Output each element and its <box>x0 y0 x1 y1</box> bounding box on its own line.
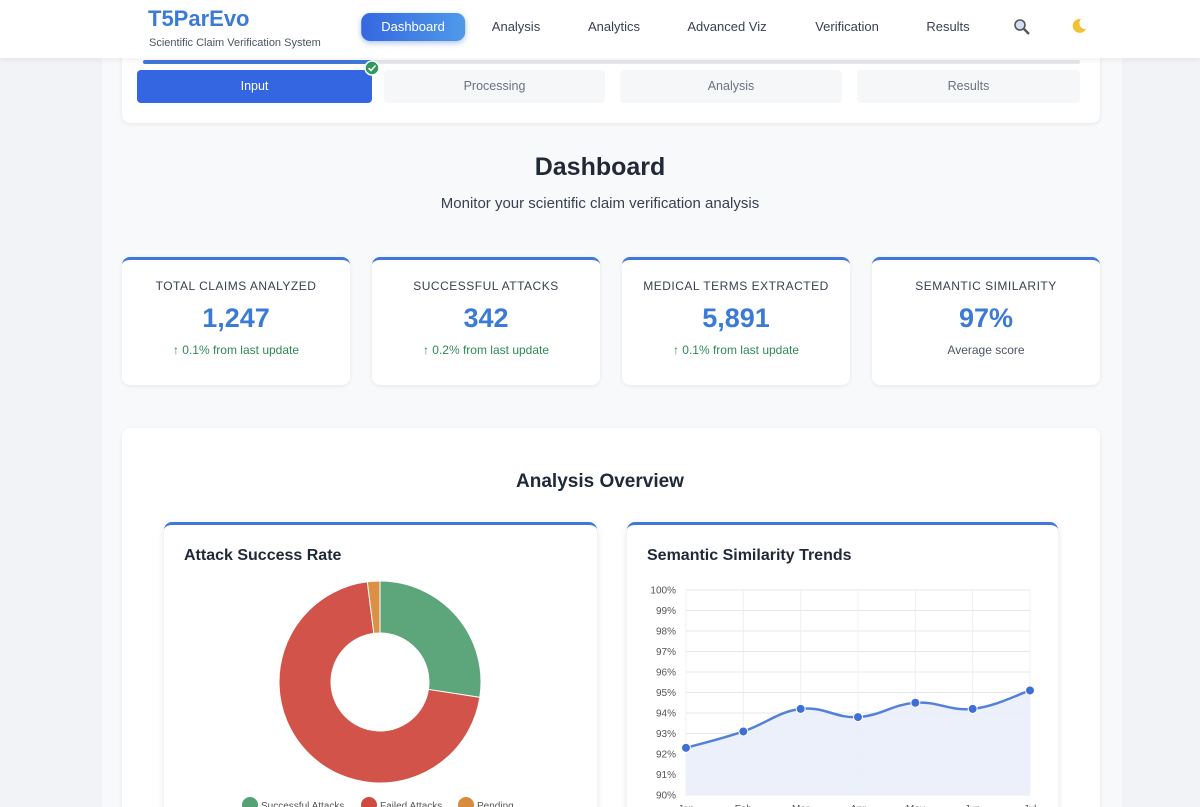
x-tick-label: Apr <box>850 804 866 807</box>
line-point <box>738 726 749 737</box>
y-tick-label: 95% <box>656 688 676 699</box>
y-tick-label: 91% <box>656 770 676 781</box>
step-tab[interactable]: Input <box>137 70 372 103</box>
progress-fill <box>143 60 372 64</box>
step-tab[interactable]: Analysis <box>620 70 842 103</box>
x-tick-label: Jun <box>965 804 981 807</box>
stat-value: 97% <box>958 303 1014 333</box>
stat-label: TOTAL CLAIMS ANALYZED <box>155 279 317 293</box>
y-tick-label: 90% <box>656 791 676 802</box>
pie-slice <box>379 580 482 698</box>
section-title: Analysis Overview <box>516 471 684 492</box>
nav-item[interactable]: Analysis <box>491 19 541 34</box>
x-tick-label: Mar <box>792 804 810 807</box>
stat-label: SUCCESSFUL ATTACKS <box>413 279 559 293</box>
step-tab[interactable]: Results <box>857 70 1080 103</box>
nav-item[interactable]: Advanced Viz <box>687 19 767 34</box>
legend-label: Successful Attacks <box>261 801 344 807</box>
x-tick-label: May <box>906 804 925 807</box>
line-point <box>1025 685 1035 696</box>
stat-card: TOTAL CLAIMS ANALYZED 1,247 ↑ 0.1% from la… <box>122 257 350 385</box>
line-area <box>686 690 1030 795</box>
stat-value: 342 <box>463 303 509 333</box>
line-point <box>853 712 863 723</box>
y-tick-label: 98% <box>656 627 676 638</box>
legend-swatch <box>458 797 474 807</box>
tagline: Scientific Claim Verification System <box>149 37 321 49</box>
legend-swatch <box>242 797 258 807</box>
line-point <box>681 742 691 753</box>
y-tick-label: 99% <box>656 606 676 617</box>
stat-label: MEDICAL TERMS EXTRACTED <box>643 279 829 293</box>
search-icon[interactable] <box>1013 18 1031 36</box>
x-tick-label: Jan <box>678 804 694 807</box>
brand[interactable]: T5ParEvo <box>148 6 250 31</box>
y-tick-label: 96% <box>656 668 676 679</box>
theme-toggle[interactable] <box>1070 17 1088 35</box>
chart-title: Attack Success Rate <box>184 547 342 564</box>
legend-label: Pending <box>477 801 514 807</box>
step-tab[interactable]: Processing <box>384 70 605 103</box>
y-tick-label: 93% <box>656 729 676 740</box>
progress-track <box>143 60 1080 64</box>
pie-slice <box>278 581 481 784</box>
stat-card: SUCCESSFUL ATTACKS 342 ↑ 0.2% from last up… <box>372 257 600 385</box>
legend-label: Failed Attacks <box>380 801 442 807</box>
y-tick-label: 97% <box>656 647 676 658</box>
nav-item[interactable]: Results <box>926 19 970 34</box>
chart-card: Attack Success Rate Successful Attacks Fa… <box>164 522 597 807</box>
header: T5ParEvo Scientific Claim Verification S… <box>0 0 1200 58</box>
y-tick-label: 92% <box>656 750 676 761</box>
page-title: Dashboard <box>534 153 666 181</box>
nav-item[interactable]: Dashboard <box>361 13 465 41</box>
stat-label: SEMANTIC SIMILARITY <box>915 279 1057 293</box>
pie-slice <box>366 580 381 634</box>
stat-note: ↑ 0.2% from last update <box>422 343 550 357</box>
stat-value: 5,891 <box>702 303 770 333</box>
page-subtitle: Monitor your scientific claim verificati… <box>440 195 760 212</box>
line-point <box>967 703 978 714</box>
y-tick-label: 100% <box>650 586 676 597</box>
pie-chart: Successful Attacks Failed Attacks Pending <box>242 580 514 807</box>
nav-item[interactable]: Analytics <box>587 19 641 34</box>
x-tick-label: Feb <box>735 804 753 807</box>
legend-swatch <box>361 797 377 807</box>
x-tick-label: Jul <box>1024 804 1037 807</box>
stat-note: Average score <box>947 343 1025 357</box>
nav-item[interactable]: Verification <box>815 19 879 34</box>
stat-card: SEMANTIC SIMILARITY 97% Average score <box>872 257 1100 385</box>
line-point <box>910 697 921 708</box>
stat-note: ↑ 0.1% from last update <box>672 343 800 357</box>
line-point <box>795 703 806 714</box>
y-tick-label: 94% <box>656 709 676 720</box>
stat-card: MEDICAL TERMS EXTRACTED 5,891 ↑ 0.1% from … <box>622 257 850 385</box>
stat-value: 1,247 <box>202 303 270 333</box>
chart-title: Semantic Similarity Trends <box>647 547 852 564</box>
line-chart: 90% 91% 92% 93% 94% 95% 96% 97% 98% 99% 100% Jan Feb… <box>650 586 1037 807</box>
chart-card: Semantic Similarity Trends 90% 91% 92% 93% 9… <box>627 522 1058 807</box>
step-check <box>364 60 380 76</box>
stat-note: ↑ 0.1% from last update <box>172 343 300 357</box>
